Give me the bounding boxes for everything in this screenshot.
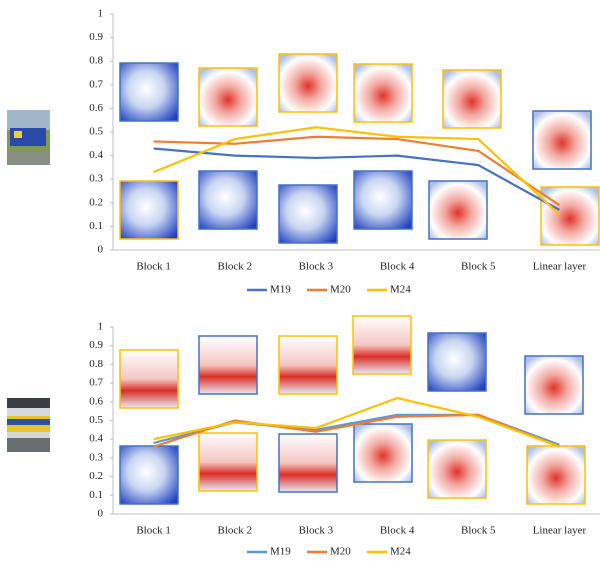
heatmap [198,67,258,127]
heatmap [540,186,600,246]
heatmap [442,69,502,129]
legend-label: M20 [330,546,351,558]
train-photo [7,398,50,452]
y-tick-label: 0.5 [89,126,103,138]
y-tick-label: 0.7 [89,377,103,389]
x-tick-label: Block 5 [461,525,496,537]
x-tick-label: Block 1 [136,525,171,537]
y-tick-label: 0.2 [89,196,103,208]
series-line [153,147,560,211]
heatmap [278,335,338,395]
heatmap [353,423,413,483]
x-tick-label: Block 2 [217,261,252,273]
series-line [153,126,561,216]
legend-label: M19 [270,284,291,296]
y-tick-label: 1 [98,8,104,20]
y-tick-label: 0.9 [89,339,103,351]
legend-label: M24 [390,546,411,558]
series-line [153,396,560,448]
heatmap [532,110,592,170]
y-tick-label: 0.1 [89,489,103,501]
heatmap [198,170,258,230]
y-tick-label: 0.8 [89,55,103,67]
x-tick-label: Block 2 [217,525,252,537]
y-tick-label: 0.4 [89,433,103,445]
heatmap [198,335,258,395]
heatmap [353,63,413,123]
x-tick-label: Block 3 [299,525,334,537]
y-tick-label: 0.2 [89,470,103,482]
y-tick-label: 0 [98,244,104,256]
x-tick-label: Block 5 [461,261,496,273]
x-tick-label: Linear layer [533,525,587,537]
y-tick-label: 0.8 [89,358,103,370]
x-tick-label: Block 4 [380,525,415,537]
heatmap [524,355,584,415]
legend-label: M24 [390,284,411,296]
legend-label: M19 [270,546,291,558]
y-tick-label: 0.6 [89,395,103,407]
x-tick-label: Linear layer [533,261,587,273]
y-tick-label: 0.3 [89,173,103,185]
heatmap [119,445,179,505]
y-tick-label: 0.3 [89,451,103,463]
heatmap [427,332,487,392]
heatmap [278,53,338,113]
y-tick-label: 0.5 [89,414,103,426]
heatmap [119,349,179,409]
x-tick-label: Block 4 [380,261,415,273]
heatmap [427,439,487,499]
heatmap [278,184,338,244]
heatmap [526,445,586,505]
heatmap [198,432,258,492]
heatmap [428,180,488,240]
y-tick-label: 0.4 [89,149,103,161]
y-tick-label: 0.6 [89,102,103,114]
y-tick-label: 0.7 [89,78,103,90]
heatmap [352,315,412,375]
bus-photo [7,110,50,165]
x-tick-label: Block 3 [299,261,334,273]
heatmap [119,62,179,122]
y-tick-label: 0.9 [89,31,103,43]
legend-label: M20 [330,284,351,296]
y-tick-label: 0 [98,508,104,520]
x-tick-label: Block 1 [136,261,171,273]
heatmap [278,433,338,493]
y-tick-label: 1 [98,321,104,333]
y-tick-label: 0.1 [89,220,103,232]
heatmap [353,170,413,230]
heatmap [119,180,179,240]
